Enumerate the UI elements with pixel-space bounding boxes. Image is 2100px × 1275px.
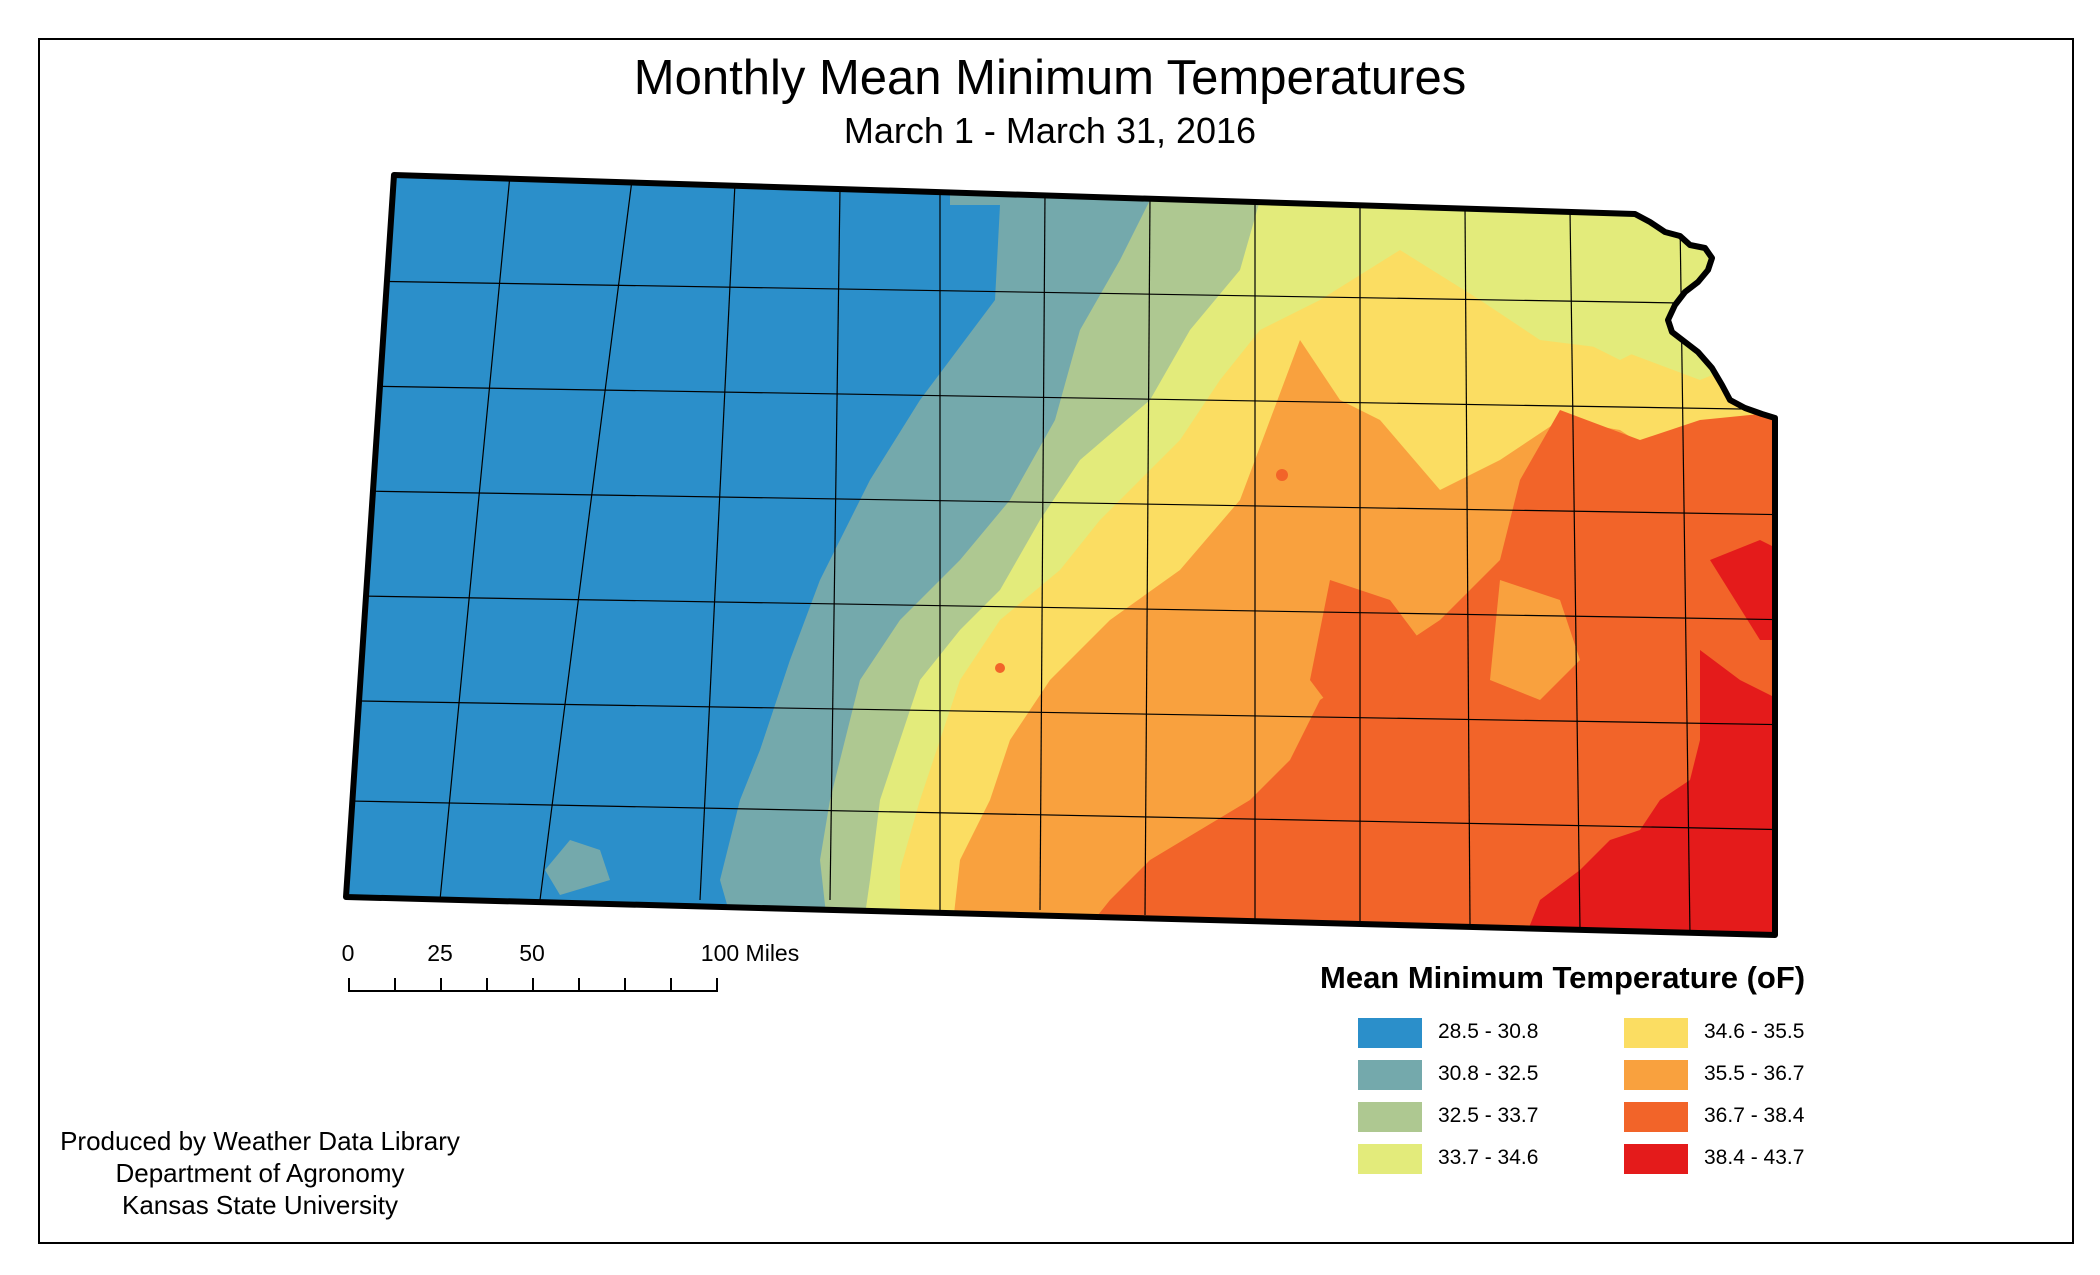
county-line <box>346 594 1775 621</box>
legend-label: 36.7 - 38.4 <box>1704 1104 1805 1127</box>
zone-36-7-38-4 <box>1070 410 1775 935</box>
legend-label: 30.8 - 32.5 <box>1438 1062 1539 1085</box>
zone-38-4-43-7-se <box>1520 650 1775 935</box>
legend-label: 34.6 - 35.5 <box>1704 1020 1805 1043</box>
scale-tick <box>532 978 534 992</box>
scale-tick <box>394 978 396 992</box>
county-line <box>346 279 1775 306</box>
map-frame <box>38 38 2074 1244</box>
legend-swatch <box>1358 1060 1422 1090</box>
legend-swatch <box>1358 1144 1422 1174</box>
scale-bar: 0 25 50 100 Miles <box>330 940 799 1010</box>
county-line <box>346 799 1775 831</box>
legend-label: 38.4 - 43.7 <box>1704 1146 1805 1169</box>
scale-label-100: 100 Miles <box>700 940 800 966</box>
county-line <box>439 175 511 901</box>
scale-tick <box>348 978 350 992</box>
legend-swatch <box>1624 1144 1688 1174</box>
legend-title: Mean Minimum Temperature (oF) <box>1320 960 1806 995</box>
zone-33-7-34-6-ne <box>1560 280 1680 360</box>
county-line <box>539 179 633 901</box>
legend-swatch <box>1624 1102 1688 1132</box>
legend: Mean Minimum Temperature (oF) 28.5 - 30.… <box>1320 960 1860 1190</box>
credit-line: Department of Agronomy <box>115 1158 405 1188</box>
county-line <box>829 187 841 901</box>
scale-tick <box>440 978 442 992</box>
zone-30-8-32-5-sw <box>545 840 610 895</box>
county-line <box>1464 206 1471 926</box>
temperature-zones <box>346 175 1775 935</box>
scale-label-50: 50 <box>519 940 545 966</box>
credit-line: Kansas State University <box>121 1190 398 1220</box>
map-title: Monthly Mean Minimum Temperatures <box>633 51 1467 105</box>
legend-swatch <box>1624 1060 1688 1090</box>
legend-swatch <box>1624 1018 1688 1048</box>
legend-swatch <box>1358 1102 1422 1132</box>
scale-tick <box>716 978 718 992</box>
scale-label-25: 25 <box>427 940 453 966</box>
legend-label: 35.5 - 36.7 <box>1704 1062 1805 1085</box>
credit-line: Produced by Weather Data Library <box>60 1126 460 1156</box>
county-line <box>346 489 1775 516</box>
zone-38-4-43-7-east <box>1710 540 1775 640</box>
scale-label-0: 0 <box>341 940 355 966</box>
county-line <box>346 699 1775 726</box>
state-outline <box>343 172 1778 938</box>
county-line <box>1144 196 1151 916</box>
legend-label: 28.5 - 30.8 <box>1438 1020 1539 1043</box>
zone-36-7-38-4-central <box>1310 580 1420 720</box>
county-line <box>1039 192 1046 911</box>
legend-swatch <box>1358 1018 1422 1048</box>
scale-tick <box>486 978 488 992</box>
county-line <box>699 182 736 901</box>
scale-tick <box>578 978 580 992</box>
hotspot <box>995 663 1005 673</box>
scale-tick <box>670 978 672 992</box>
legend-label: 33.7 - 34.6 <box>1438 1146 1539 1169</box>
credit-block: Produced by Weather Data Library Departm… <box>40 1125 480 1221</box>
county-boundaries <box>346 175 1775 935</box>
hotspot <box>1276 469 1288 481</box>
county-line <box>1569 209 1581 931</box>
county-line <box>346 384 1775 411</box>
map-subtitle: March 1 - March 31, 2016 <box>843 110 1257 151</box>
zone-35-5-36-7-inner <box>1490 580 1580 700</box>
legend-label: 32.5 - 33.7 <box>1438 1104 1539 1127</box>
scale-tick <box>624 978 626 992</box>
